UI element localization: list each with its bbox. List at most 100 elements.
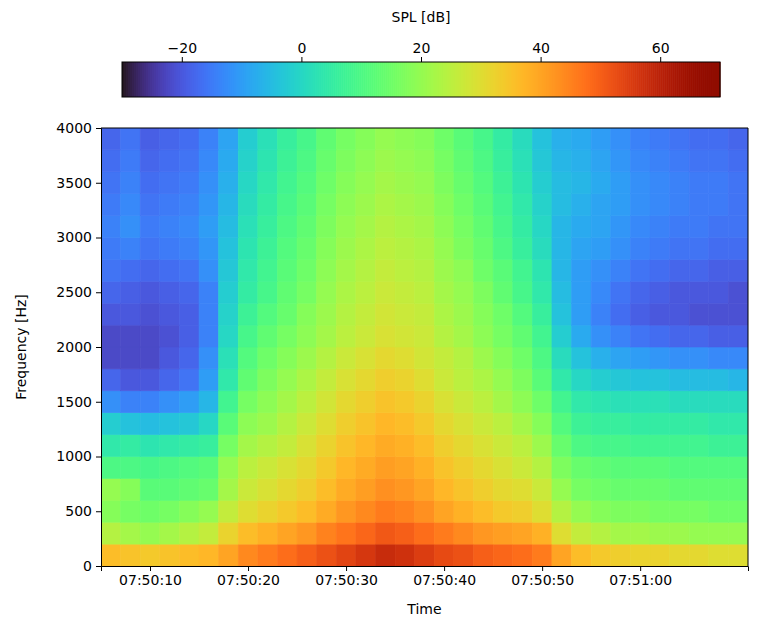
heatmap-cell [199,150,219,172]
heatmap-cell [572,281,592,303]
heatmap-cell [670,522,690,544]
heatmap-cell [532,259,552,281]
heatmap-cell [395,194,415,216]
heatmap-cell [317,259,337,281]
heatmap-cell [591,281,611,303]
heatmap-cell [728,172,748,194]
heatmap-cell [454,281,474,303]
heatmap-cell [454,194,474,216]
heatmap-cell [356,150,376,172]
heatmap-cell [238,259,258,281]
heatmap-cell [611,478,631,500]
heatmap-cell [591,478,611,500]
heatmap-cell [591,325,611,347]
heatmap-cell [297,478,317,500]
heatmap-cell [689,194,709,216]
heatmap-cell [415,128,435,150]
heatmap-cell [434,369,454,391]
heatmap-cell [532,435,552,457]
heatmap-cell [258,238,278,260]
heatmap-cell [689,303,709,325]
heatmap-cell [238,478,258,500]
heatmap-cell [277,150,297,172]
heatmap-cell [395,413,415,435]
heatmap-cell [728,369,748,391]
heatmap-cell [356,128,376,150]
heatmap-cell [160,325,180,347]
colorbar-tick-mark [421,57,422,62]
heatmap-cell [356,281,376,303]
heatmap-cell [121,500,141,522]
heatmap-cell [591,194,611,216]
y-tick-mark [96,511,101,512]
heatmap-cell [101,369,121,391]
heatmap-cell [709,347,729,369]
heatmap-cell [493,216,513,238]
heatmap-cell [689,172,709,194]
heatmap-cell [513,347,533,369]
heatmap-cell [572,522,592,544]
heatmap-cell [297,128,317,150]
heatmap-cell [395,216,415,238]
y-axis: 05001000150020002500300035004000 [56,120,101,574]
heatmap-cell [375,128,395,150]
heatmap-cell [140,544,160,566]
heatmap-cell [179,194,199,216]
heatmap-cell [532,128,552,150]
x-tick: 07:51:00 [609,566,672,588]
heatmap-cell [650,347,670,369]
heatmap-cell [121,325,141,347]
frame-top [101,128,748,129]
x-tick: 07:50:10 [119,566,182,588]
heatmap-cell [513,172,533,194]
heatmap-cell [689,128,709,150]
heatmap-cell [474,259,494,281]
heatmap-cell [709,478,729,500]
heatmap-cell [552,413,572,435]
heatmap-cell [611,194,631,216]
heatmap-cell [532,150,552,172]
heatmap-cell [709,369,729,391]
y-tick-label: 500 [65,503,92,519]
heatmap-cell [513,238,533,260]
heatmap-cell [395,172,415,194]
heatmap-cell [375,150,395,172]
heatmap-cell [375,369,395,391]
heatmap-cell [611,281,631,303]
heatmap-cell [709,259,729,281]
heatmap-cell [121,303,141,325]
heatmap-cell [160,194,180,216]
y-tick-label: 3500 [56,175,92,191]
heatmap-cell [238,172,258,194]
heatmap-cell [552,150,572,172]
heatmap-cell [513,369,533,391]
heatmap-cell [454,478,474,500]
heatmap-cell [179,500,199,522]
heatmap-cell [395,303,415,325]
heatmap-cell [650,216,670,238]
heatmap-cell [709,544,729,566]
heatmap-cell [689,369,709,391]
heatmap-cell [375,216,395,238]
heatmap-cell [277,216,297,238]
heatmap-cell [630,325,650,347]
heatmap-cell [199,238,219,260]
heatmap-cell [532,500,552,522]
heatmap-cell [395,281,415,303]
heatmap-cell [611,128,631,150]
heatmap-cell [532,478,552,500]
heatmap-cell [670,172,690,194]
heatmap-cell [493,281,513,303]
heatmap-cell [238,522,258,544]
heatmap-cell [650,435,670,457]
heatmap-cell [415,194,435,216]
heatmap-cell [650,281,670,303]
heatmap-cell [336,194,356,216]
heatmap-cell [277,369,297,391]
heatmap-cell [493,500,513,522]
heatmap-cell [434,325,454,347]
heatmap-cell [258,391,278,413]
heatmap-cell [297,500,317,522]
heatmap-cell [140,216,160,238]
heatmap-cell [650,369,670,391]
